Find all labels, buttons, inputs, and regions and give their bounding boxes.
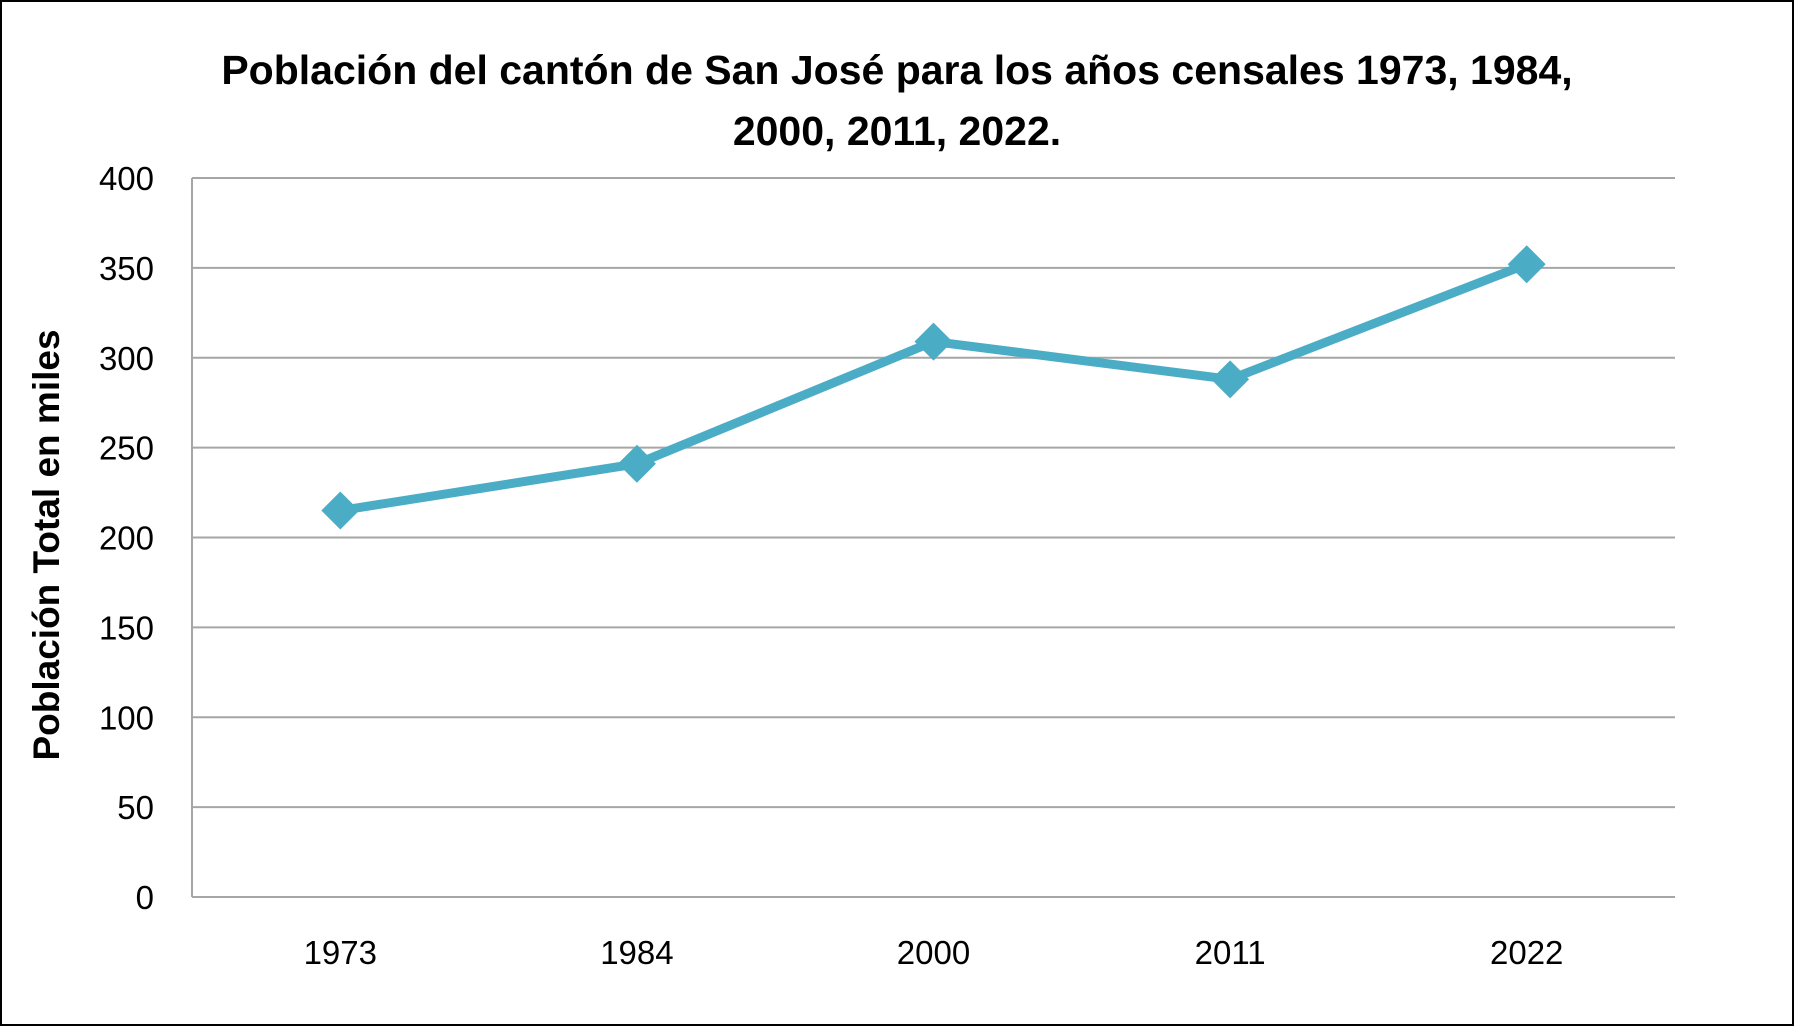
y-tick-label: 100 bbox=[99, 699, 154, 736]
axes bbox=[191, 178, 1675, 898]
y-tick-label: 0 bbox=[136, 879, 154, 916]
y-tick-label: 150 bbox=[99, 609, 154, 646]
x-tick-label: 2000 bbox=[897, 934, 970, 971]
x-tick-label: 2011 bbox=[1195, 934, 1266, 971]
data-point-marker bbox=[1507, 245, 1546, 284]
data-point-marker bbox=[617, 444, 656, 483]
data-point-marker bbox=[1211, 360, 1250, 399]
y-tick-label: 250 bbox=[99, 430, 154, 467]
x-tick-label: 2022 bbox=[1490, 934, 1563, 971]
y-tick-labels: 0 50 100 150 200 250 300 350 400 bbox=[99, 160, 154, 916]
y-tick-label: 50 bbox=[117, 789, 154, 826]
y-tick-label: 300 bbox=[99, 340, 154, 377]
y-tick-label: 200 bbox=[99, 520, 154, 557]
y-axis-title: Población Total en miles bbox=[26, 329, 67, 760]
chart-title: Población del cantón de San José para lo… bbox=[221, 47, 1573, 154]
gridlines bbox=[192, 177, 1675, 809]
data-point-marker bbox=[321, 491, 360, 530]
y-tick-label: 400 bbox=[99, 160, 154, 197]
x-tick-label: 1984 bbox=[600, 934, 673, 971]
series bbox=[321, 245, 1546, 530]
x-tick-labels: 1973 1984 2000 2011 2022 bbox=[304, 934, 1564, 971]
y-tick-label: 350 bbox=[99, 250, 154, 287]
series-line bbox=[339, 260, 1529, 515]
data-point-marker bbox=[914, 322, 953, 361]
x-tick-label: 1973 bbox=[304, 934, 377, 971]
